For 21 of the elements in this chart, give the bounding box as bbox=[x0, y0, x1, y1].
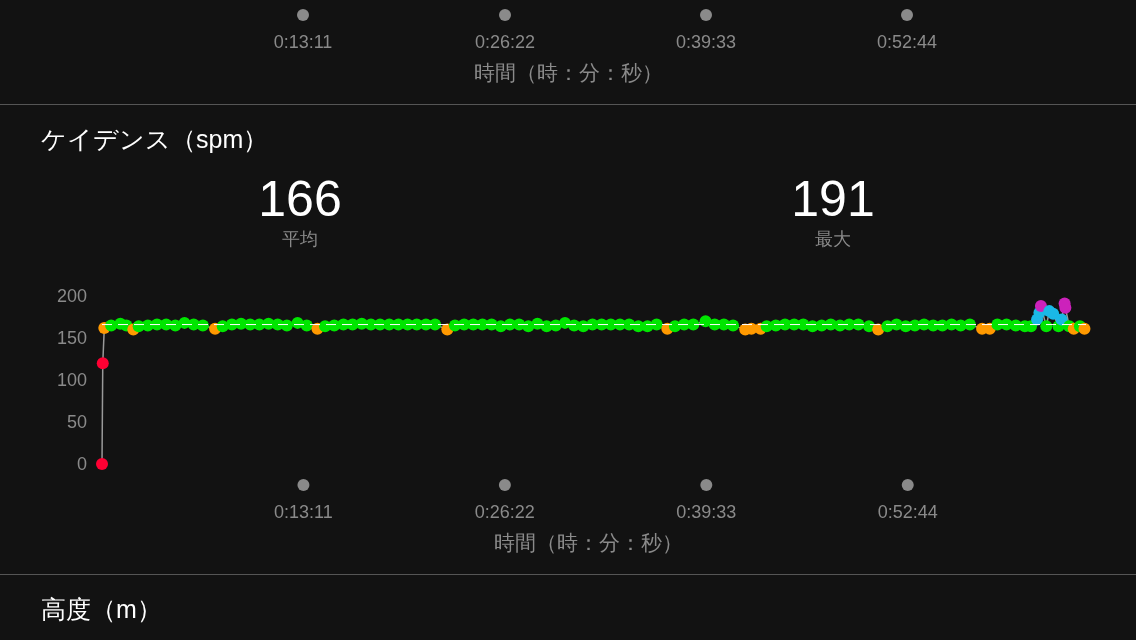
y-tick-label: 0 bbox=[76, 454, 87, 475]
text: 191 bbox=[791, 171, 875, 227]
text: 0:13:11 bbox=[273, 32, 333, 52]
x-tick-label: 0:26:22 bbox=[474, 502, 535, 522]
text: 時間（時：分：秒） bbox=[473, 61, 663, 84]
y-tick-label: 150 bbox=[56, 328, 87, 349]
text: 0:39:33 bbox=[675, 32, 737, 52]
y-tick-label: 100 bbox=[56, 370, 87, 391]
text: 0:26:22 bbox=[474, 32, 536, 52]
x-tick-label: 0:39:33 bbox=[676, 502, 737, 522]
x-tick-label: 0:52:44 bbox=[877, 502, 938, 522]
text: 平均 bbox=[282, 229, 318, 249]
text: 高度（m） bbox=[41, 595, 162, 623]
x-axis-title: 時間（時：分：秒） bbox=[493, 531, 683, 554]
x-tick-label: 0:13:11 bbox=[274, 502, 333, 522]
text: 0:52:44 bbox=[876, 32, 938, 52]
y-tick-label: 50 bbox=[66, 412, 87, 433]
text: 166 bbox=[258, 171, 342, 227]
y-tick-label: 200 bbox=[56, 286, 87, 307]
chart-title: ケイデンス（spm） bbox=[41, 125, 269, 153]
text: 最大 bbox=[815, 229, 851, 249]
